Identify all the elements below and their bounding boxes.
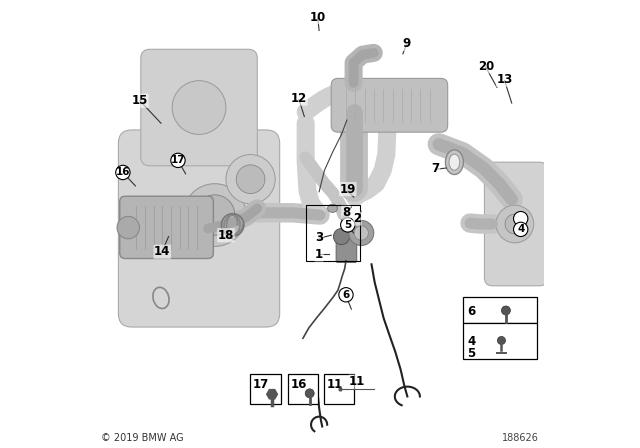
Text: 14: 14: [154, 245, 170, 258]
Text: 16: 16: [291, 378, 307, 391]
Circle shape: [171, 153, 185, 168]
Circle shape: [172, 81, 226, 134]
Circle shape: [305, 389, 314, 398]
Circle shape: [354, 226, 369, 240]
Bar: [250, 374, 280, 404]
Bar: [306, 205, 360, 261]
Circle shape: [333, 228, 349, 245]
FancyBboxPatch shape: [484, 162, 548, 286]
FancyBboxPatch shape: [118, 130, 280, 327]
FancyBboxPatch shape: [332, 78, 448, 132]
Circle shape: [195, 195, 235, 235]
Bar: [288, 374, 318, 404]
Circle shape: [502, 306, 511, 315]
Circle shape: [497, 336, 506, 345]
Ellipse shape: [445, 150, 463, 174]
Circle shape: [513, 222, 528, 237]
Text: 20: 20: [477, 60, 494, 73]
Circle shape: [349, 220, 374, 246]
Circle shape: [513, 211, 528, 226]
Circle shape: [496, 205, 534, 243]
Text: 15: 15: [132, 94, 148, 108]
Text: 13: 13: [497, 73, 513, 86]
Text: 4: 4: [517, 224, 524, 234]
Circle shape: [116, 165, 130, 180]
Text: 18: 18: [218, 228, 234, 242]
Circle shape: [339, 288, 353, 302]
Circle shape: [117, 216, 140, 239]
Text: 11: 11: [326, 378, 342, 391]
Circle shape: [183, 184, 246, 246]
Text: 16: 16: [116, 168, 130, 177]
Text: 17: 17: [171, 155, 186, 165]
Bar: [324, 374, 354, 404]
Ellipse shape: [449, 154, 460, 170]
Text: 2: 2: [353, 212, 361, 225]
Text: 6: 6: [467, 305, 476, 318]
Circle shape: [505, 214, 525, 234]
Text: 188626: 188626: [502, 433, 539, 443]
Text: 4: 4: [467, 335, 476, 348]
Text: 3: 3: [315, 231, 323, 244]
Bar: [463, 323, 538, 359]
Text: 8: 8: [342, 206, 350, 220]
Text: 1: 1: [315, 248, 323, 261]
Text: 10: 10: [310, 10, 326, 24]
Text: 11: 11: [349, 375, 365, 388]
FancyBboxPatch shape: [141, 49, 257, 166]
Text: 17: 17: [253, 378, 269, 391]
Bar: [463, 297, 538, 323]
Text: 19: 19: [340, 182, 356, 196]
Text: 5: 5: [344, 220, 351, 230]
Text: 7: 7: [431, 161, 440, 175]
Circle shape: [236, 165, 265, 194]
Text: © 2019 BMW AG: © 2019 BMW AG: [101, 433, 184, 443]
FancyBboxPatch shape: [336, 237, 356, 263]
Polygon shape: [267, 390, 277, 399]
Circle shape: [132, 199, 163, 231]
Ellipse shape: [328, 204, 337, 212]
Text: 12: 12: [291, 92, 307, 105]
Text: 6: 6: [342, 290, 349, 300]
Circle shape: [226, 155, 275, 204]
Text: 5: 5: [467, 347, 476, 361]
FancyBboxPatch shape: [120, 196, 213, 258]
Polygon shape: [342, 215, 351, 223]
Circle shape: [340, 218, 355, 232]
Text: 9: 9: [403, 37, 411, 51]
